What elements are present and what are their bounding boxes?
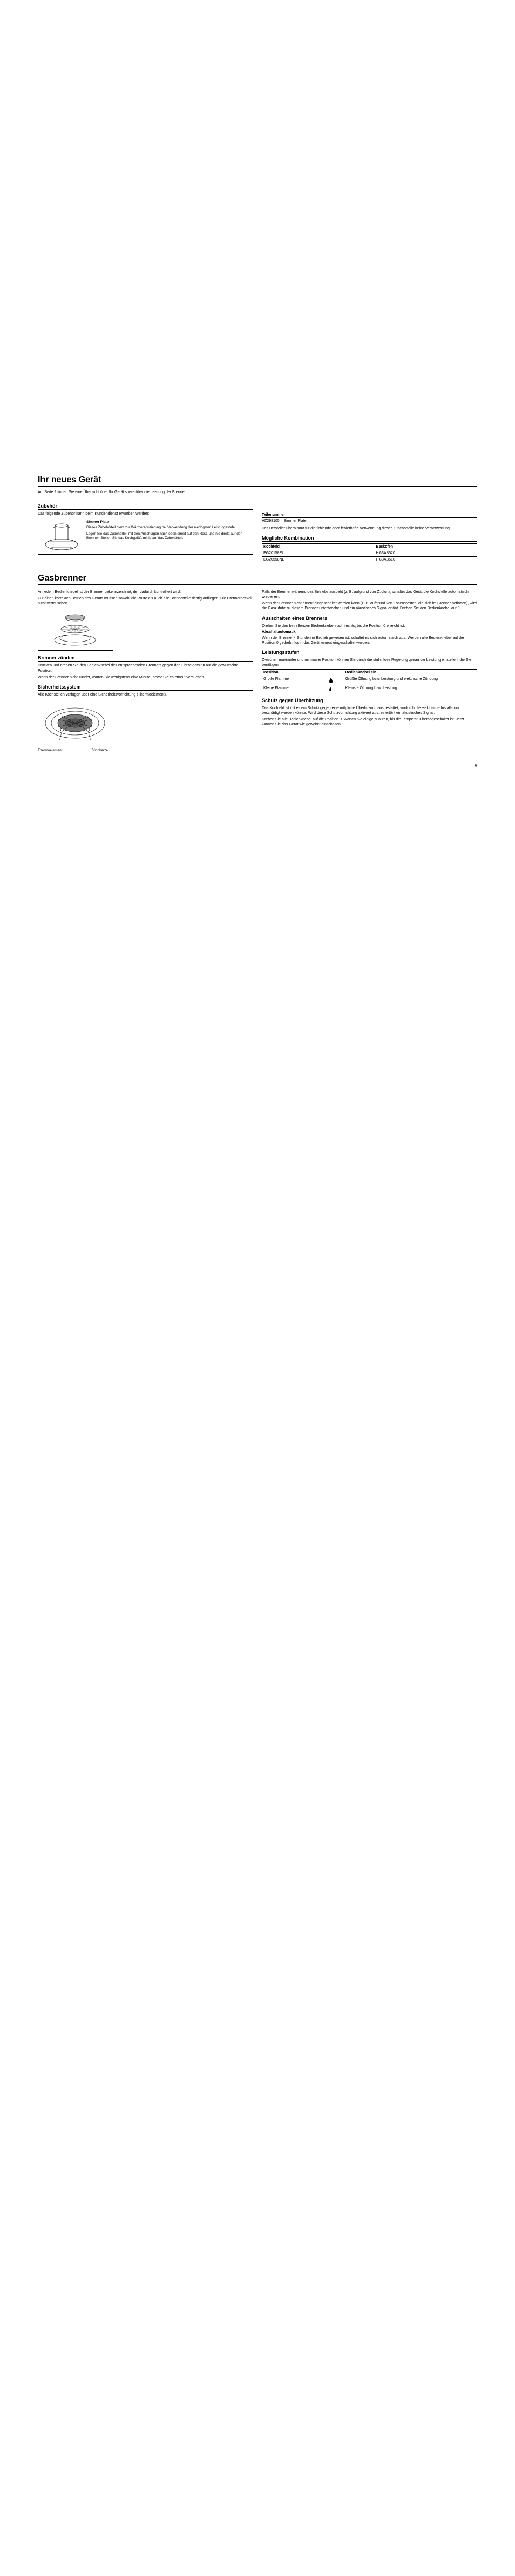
gb-intro1: An jedem Bedienknebel ist der Brenner ge…	[38, 590, 253, 595]
ausschalten-p2: Wenn der Brenner 4 Stunden in Betrieb ge…	[262, 636, 477, 645]
heading-schutz: Schutz gegen Überhitzung	[262, 698, 477, 704]
simmer-title: Simmer Plate	[86, 520, 251, 524]
flame-large-icon	[328, 677, 334, 684]
right-p2: Wenn der Brenner nicht erneut eingeschal…	[262, 601, 477, 611]
col-backofen: Backofen	[374, 544, 477, 550]
col-bedienknebel: Bedienknebel ein	[344, 670, 477, 676]
heading-new-device: Ihr neues Gerät	[38, 475, 477, 487]
label-zuendkerze: Zündkerze	[91, 748, 108, 752]
table-row: Große Flamme Größte Öffnung bzw. Leistun…	[262, 676, 477, 685]
burner-exploded-illustration	[40, 610, 110, 648]
zubehor-intro: Das folgende Zubehör kann beim Kundendie…	[38, 511, 253, 516]
kombination-table: Kochfeld Backofen EG20158EU HG3AB520 EG2…	[262, 543, 477, 563]
heading-ausschalten: Ausschalten eines Brenners	[262, 616, 477, 622]
intro-text: Auf Seite 2 finden Sie eine Übersicht üb…	[38, 490, 477, 495]
schutz-p1: Das Kochfeld ist mit einem Schutz gegen …	[262, 706, 477, 716]
teilenummer-label: Teilenummer	[262, 513, 477, 518]
sicherheit-p1: Alle Kochstellen verfügen über eine Sich…	[38, 692, 253, 697]
heading-leistung: Leistungsstufen	[262, 650, 477, 656]
heading-gasbrenner: Gasbrenner	[38, 574, 477, 585]
simmer-box: Simmer Plate Dieses Zubehörteil dient zu…	[38, 518, 253, 555]
table-row: EG20558NL HG3AB510	[262, 557, 477, 563]
heading-zubehor: Zubehör	[38, 503, 253, 510]
simmer-desc1: Dieses Zubehörteil dient zur Wärmereduzi…	[86, 525, 251, 530]
leistung-table: Position Bedienknebel ein Große Flamme G…	[262, 669, 477, 693]
simmer-desc2: Legen Sie das Zubehörteil mit den Anschl…	[86, 532, 251, 541]
gb-intro2: Für einen korrekten Betrieb des Geräts m…	[38, 596, 253, 606]
teilenummer-value: HZ298105	[262, 519, 280, 523]
page-number: 5	[38, 763, 477, 768]
leistung-p1: Zwischen maximaler und minimaler Positio…	[262, 658, 477, 667]
zuenden-p2: Wenn der Brenner nicht zündet, warten Si…	[38, 675, 253, 680]
sub-abschalt: Abschaltautomatik	[262, 630, 477, 634]
ausschalten-p1: Drehen Sie den betreffenden Bedienknebel…	[262, 624, 477, 629]
table-row: EG20158EU HG3AB520	[262, 550, 477, 557]
teilenummer-name: Simmer Plate	[283, 519, 306, 523]
heading-sicherheit: Sicherheitssystem	[38, 684, 253, 691]
label-thermoelement: Thermoelement	[38, 748, 63, 752]
col-kochfeld: Kochfeld	[262, 544, 374, 550]
simmer-plate-illustration	[40, 520, 83, 552]
thermoelement-illustration	[40, 702, 110, 745]
col-position: Position	[262, 670, 327, 676]
heading-kombination: Mögliche Kombination	[262, 535, 477, 542]
right-p1: Falls der Brenner während des Betriebs a…	[262, 590, 477, 599]
schutz-p2: Drehen Sie alle Bedienknebel auf die Pos…	[262, 717, 477, 727]
heading-zuenden: Brenner zünden	[38, 655, 253, 662]
zuenden-p1: Drücken und drehen Sie den Bedienknebel …	[38, 663, 253, 673]
flame-small-icon	[328, 686, 333, 692]
table-row: Kleine Flamme Kleinste Öffnung bzw. Leis…	[262, 685, 477, 693]
hersteller-hinweis: Der Hersteller übernimmt für die fehlend…	[262, 526, 477, 531]
